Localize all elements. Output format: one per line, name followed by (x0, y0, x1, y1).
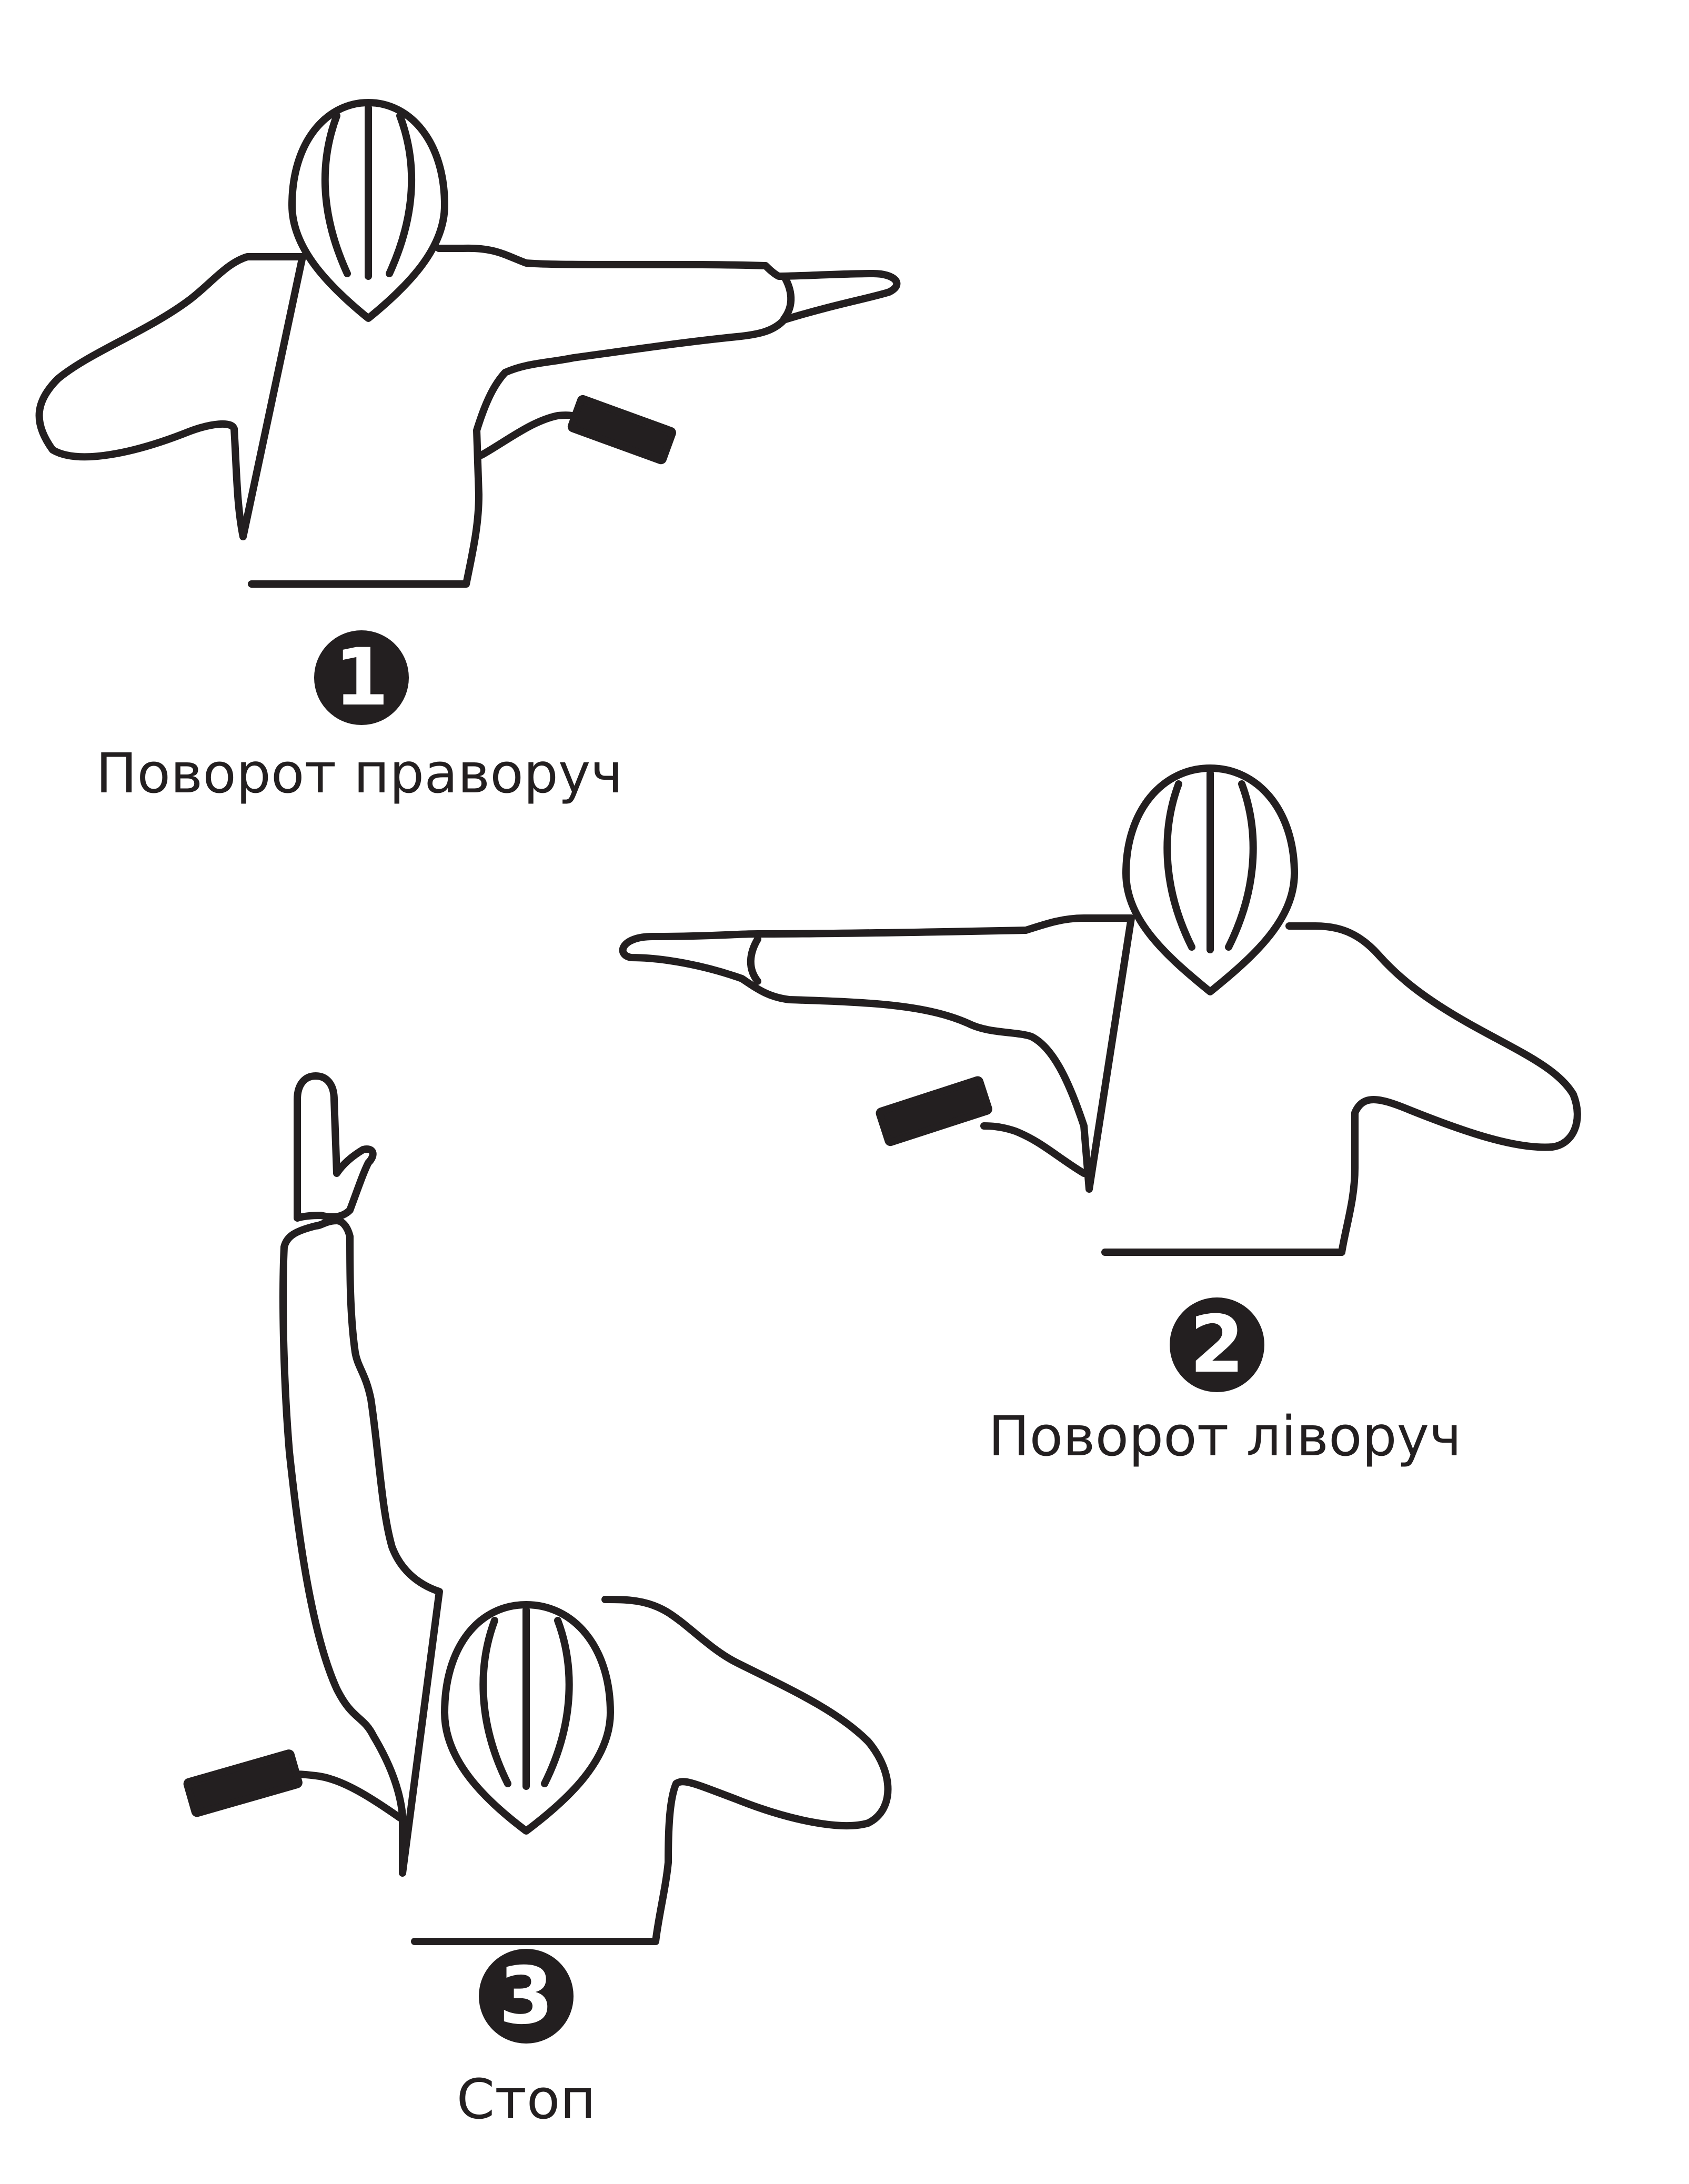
cyclist-right-turn (35, 99, 901, 588)
remote-cord (291, 1770, 404, 1821)
helmet-outline (441, 1601, 614, 1835)
thumb-outline (747, 935, 761, 985)
helmet-outline (1122, 764, 1298, 995)
helmet-outline (288, 99, 448, 322)
remote-cord (980, 1122, 1088, 1177)
remote-control (876, 1076, 992, 1146)
helmet-vent (321, 112, 351, 277)
helmet-vent (386, 112, 416, 277)
helmet-vent (479, 1617, 511, 1787)
torso-outline (279, 1217, 892, 1945)
cyclist-left-turn (619, 764, 1581, 1256)
signal-caption-right-turn: Поворот праворуч (96, 741, 623, 806)
helmet-vent (1163, 780, 1195, 951)
helmet-vent (1225, 780, 1257, 951)
torso-outline (619, 914, 1581, 1256)
signal-number-badge: 3 (479, 1949, 574, 2044)
signal-number-badge: 2 (1170, 1297, 1264, 1392)
signal-number-badge: 1 (314, 630, 409, 725)
remote-control (183, 1749, 303, 1817)
helmet-vent (541, 1617, 573, 1787)
thumb-outline (780, 273, 795, 323)
torso-outline (35, 244, 901, 588)
signal-caption-stop: Стоп (456, 2067, 596, 2131)
remote-cord (478, 411, 580, 459)
remote-control (567, 395, 676, 465)
hand-outline (294, 1072, 377, 1222)
signal-caption-left-turn: Поворот ліворуч (988, 1404, 1462, 1468)
cyclist-stop (183, 1072, 892, 1945)
